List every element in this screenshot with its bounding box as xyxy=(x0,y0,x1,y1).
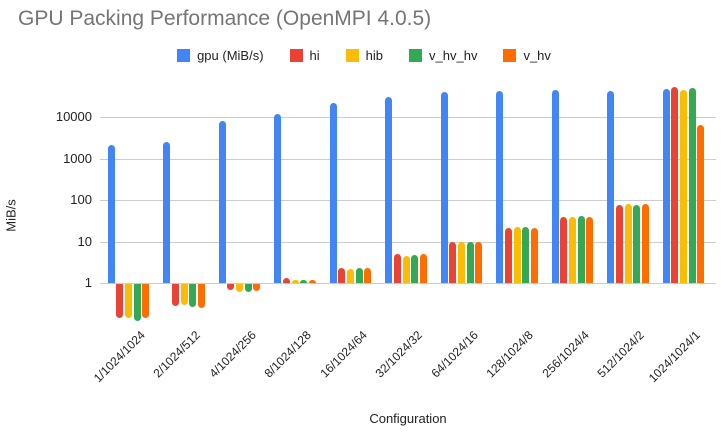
bar-v-hv-hv-32/1024/32[interactable] xyxy=(411,255,419,283)
bar-hib-8/1024/128[interactable] xyxy=(291,279,299,283)
bar-hib-1/1024/1024[interactable] xyxy=(125,284,132,319)
y-tick-label: 1000 xyxy=(63,150,92,166)
bar-gpu-mib-s--32/1024/32[interactable] xyxy=(385,96,393,283)
bar-hi-128/1024/8[interactable] xyxy=(504,228,512,283)
legend-swatch-icon xyxy=(409,49,423,62)
legend-label: gpu (MiB/s) xyxy=(197,48,264,63)
bar-hib-2/1024/512[interactable] xyxy=(180,284,188,306)
bar-hib-4/1024/256[interactable] xyxy=(236,284,243,292)
bar-hib-16/1024/64[interactable] xyxy=(347,268,354,283)
legend: gpu (MiB/s) hi hib v_hv_hv v_hv xyxy=(0,48,728,63)
bar-hi-8/1024/128[interactable] xyxy=(282,277,290,283)
bar-gpu-mib-s--512/1024/2[interactable] xyxy=(607,91,615,283)
bar-v-hv-8/1024/128[interactable] xyxy=(308,279,316,283)
bar-hib-1024/1024/1[interactable] xyxy=(680,89,687,283)
gridline-y-1000 xyxy=(100,158,716,160)
bar-v-hv-1024/1024/1[interactable] xyxy=(697,125,705,283)
bar-hib-512/1024/2[interactable] xyxy=(624,203,632,283)
bar-v-hv-512/1024/2[interactable] xyxy=(641,203,649,283)
legend-swatch-icon xyxy=(345,49,359,62)
bar-v-hv-hv-16/1024/64[interactable] xyxy=(355,267,363,283)
chart-title: GPU Packing Performance (OpenMPI 4.0.5) xyxy=(18,7,432,30)
bar-v-hv-hv-512/1024/2[interactable] xyxy=(633,204,641,283)
bar-gpu-mib-s--64/1024/16[interactable] xyxy=(440,91,448,283)
bar-hi-1024/1024/1[interactable] xyxy=(671,87,679,283)
legend-swatch-icon xyxy=(177,49,191,62)
bar-gpu-mib-s--4/1024/256[interactable] xyxy=(218,121,226,283)
legend-swatch-icon xyxy=(289,49,303,62)
y-tick-label: 10 xyxy=(77,233,92,249)
bar-v-hv-hv-4/1024/256[interactable] xyxy=(244,284,252,293)
legend-label: v_hv xyxy=(523,48,551,63)
bar-v-hv-hv-1/1024/1024[interactable] xyxy=(133,284,141,321)
bar-v-hv-64/1024/16[interactable] xyxy=(475,242,483,283)
legend-item-gpu-mib-s-: gpu (MiB/s) xyxy=(177,48,264,63)
bar-hi-1/1024/1024[interactable] xyxy=(116,284,124,319)
legend-item-hib: hib xyxy=(345,48,384,63)
bar-gpu-mib-s--1024/1024/1[interactable] xyxy=(662,89,670,283)
bar-v-hv-128/1024/8[interactable] xyxy=(530,228,538,283)
bar-v-hv-hv-64/1024/16[interactable] xyxy=(466,241,474,283)
bar-gpu-mib-s--16/1024/64[interactable] xyxy=(329,103,337,283)
bar-gpu-mib-s--128/1024/8[interactable] xyxy=(496,91,504,283)
bar-hi-64/1024/16[interactable] xyxy=(449,242,457,283)
bar-hib-256/1024/4[interactable] xyxy=(569,216,576,283)
legend-item-hi: hi xyxy=(289,48,320,63)
legend-label: hib xyxy=(365,48,384,63)
bar-v-hv-hv-1024/1024/1[interactable] xyxy=(688,87,696,283)
legend-label: hi xyxy=(309,48,320,63)
bar-hib-32/1024/32[interactable] xyxy=(402,255,410,283)
legend-swatch-icon xyxy=(503,49,517,62)
bar-v-hv-hv-2/1024/512[interactable] xyxy=(189,284,197,307)
gridline-y-10000 xyxy=(100,117,716,118)
bar-hi-512/1024/2[interactable] xyxy=(615,204,623,283)
y-tick-label: 1 xyxy=(84,275,92,290)
bar-v-hv-256/1024/4[interactable] xyxy=(586,216,594,283)
bar-v-hv-hv-128/1024/8[interactable] xyxy=(522,227,530,283)
bar-v-hv-1/1024/1024[interactable] xyxy=(142,284,150,319)
bar-v-hv-16/1024/64[interactable] xyxy=(364,268,372,283)
legend-item-v-hv: v_hv xyxy=(503,48,551,63)
bar-gpu-mib-s--1/1024/1024[interactable] xyxy=(107,144,115,283)
bar-hi-32/1024/32[interactable] xyxy=(393,254,401,283)
bar-hi-256/1024/4[interactable] xyxy=(560,217,568,283)
y-tick-label: 100 xyxy=(70,192,92,207)
bar-v-hv-hv-8/1024/128[interactable] xyxy=(300,279,308,283)
bar-hi-4/1024/256[interactable] xyxy=(227,284,235,291)
legend-label: v_hv_hv xyxy=(429,48,478,63)
bar-hib-64/1024/16[interactable] xyxy=(458,241,465,283)
bar-hi-2/1024/512[interactable] xyxy=(171,284,179,306)
bar-gpu-mib-s--256/1024/4[interactable] xyxy=(551,90,559,283)
bar-v-hv-32/1024/32[interactable] xyxy=(419,254,427,283)
legend-item-v-hv-hv: v_hv_hv xyxy=(409,48,477,63)
bar-gpu-mib-s--2/1024/512[interactable] xyxy=(163,142,171,283)
bar-hi-16/1024/64[interactable] xyxy=(338,267,346,283)
gridline-y-100 xyxy=(100,200,716,201)
bar-v-hv-2/1024/512[interactable] xyxy=(197,284,205,308)
bar-v-hv-4/1024/256[interactable] xyxy=(253,284,261,291)
y-tick-label: 10000 xyxy=(55,109,92,124)
gridline-y-1 xyxy=(100,283,716,284)
gridline-y-10 xyxy=(100,241,716,243)
bar-gpu-mib-s--8/1024/128[interactable] xyxy=(274,113,282,283)
bar-v-hv-hv-256/1024/4[interactable] xyxy=(577,216,585,283)
bar-hib-128/1024/8[interactable] xyxy=(513,227,521,283)
x-axis-title: Configuration xyxy=(369,411,447,426)
